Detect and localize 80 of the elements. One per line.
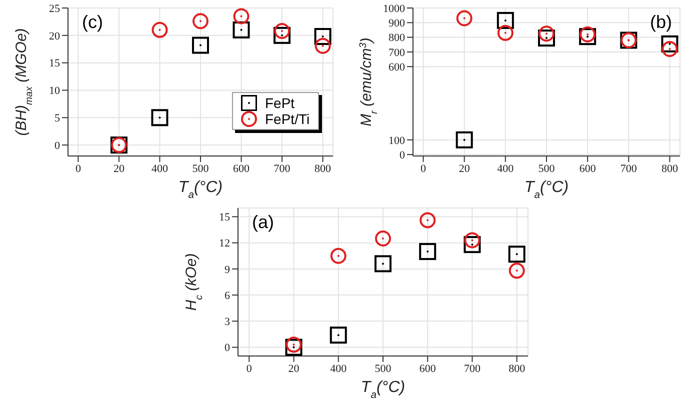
point xyxy=(152,22,168,38)
point xyxy=(274,23,290,40)
point xyxy=(464,236,481,254)
x-tick-label: 600 xyxy=(579,162,596,175)
point xyxy=(464,232,480,248)
x-tick-label: 20 xyxy=(113,162,125,175)
point xyxy=(580,26,596,42)
y-tick-label: 15 xyxy=(219,212,230,224)
y-tick-label: 6 xyxy=(224,290,230,302)
point xyxy=(496,12,514,29)
x-tick-label: 400 xyxy=(151,162,168,175)
point xyxy=(330,326,347,344)
point xyxy=(374,255,392,272)
point xyxy=(662,41,678,58)
x-tick-label: 600 xyxy=(419,362,436,375)
point xyxy=(274,26,291,44)
point xyxy=(538,30,555,47)
point xyxy=(419,243,436,260)
y-tick-label: 900 xyxy=(388,18,406,30)
point xyxy=(151,109,168,126)
x-tick-label: 800 xyxy=(314,162,332,175)
point xyxy=(314,38,331,54)
point xyxy=(497,24,514,41)
x-tick-label: 20 xyxy=(288,362,300,375)
point xyxy=(192,36,209,54)
annotation: (a) xyxy=(252,212,274,233)
point xyxy=(232,21,250,38)
y-tick-label: 20 xyxy=(49,30,60,42)
x-tick-label: 800 xyxy=(661,162,678,175)
x-tick-label: 500 xyxy=(192,162,210,175)
point xyxy=(508,246,526,263)
x-tick-label: 400 xyxy=(330,362,348,375)
x-axis-title: T$_{a}$(°C) xyxy=(524,179,569,200)
y-tick-label: 0 xyxy=(400,149,406,162)
annotation: (b) xyxy=(650,12,672,33)
y-tick-label: 100 xyxy=(388,134,406,147)
y-tick-label: 10 xyxy=(49,85,60,98)
point xyxy=(456,10,472,26)
y-tick-label: 700 xyxy=(388,46,406,59)
point xyxy=(285,338,302,356)
x-tick-label: 600 xyxy=(233,162,250,175)
point xyxy=(661,35,678,52)
y-tick-label: 3 xyxy=(224,316,230,328)
x-tick-label: 0 xyxy=(246,362,252,375)
point xyxy=(233,8,250,24)
x-tick-label: 700 xyxy=(464,362,481,375)
y-tick-label: 800 xyxy=(388,32,406,44)
legend-label: FePt xyxy=(265,95,295,111)
y-tick-label: 9 xyxy=(224,264,230,276)
point xyxy=(286,336,302,353)
x-tick-label: 800 xyxy=(508,362,526,375)
point xyxy=(420,212,436,228)
point xyxy=(508,262,525,279)
x-tick-label: 0 xyxy=(420,162,427,175)
x-tick-label: 0 xyxy=(75,162,82,175)
x-axis-title: T$_{a}$(°C) xyxy=(178,179,223,200)
y-tick-label: 0 xyxy=(224,342,230,354)
point xyxy=(192,13,208,30)
point xyxy=(330,248,346,264)
x-axis-title: T$_{a}$(°C) xyxy=(360,379,406,400)
y-tick-label: 15 xyxy=(49,58,60,70)
x-tick-label: 500 xyxy=(374,362,392,375)
y-tick-label: 600 xyxy=(388,62,406,74)
point xyxy=(538,26,554,42)
x-tick-label: 400 xyxy=(497,162,514,175)
annotation: (c) xyxy=(82,12,103,33)
y-tick-label: 1000 xyxy=(383,2,406,15)
y-tick-label: 25 xyxy=(49,2,60,15)
x-tick-label: 700 xyxy=(620,162,638,175)
y-tick-label: 0 xyxy=(54,140,60,152)
legend-label: FePt/Ti xyxy=(265,111,310,127)
point xyxy=(579,28,596,46)
x-tick-label: 700 xyxy=(274,162,291,175)
point xyxy=(375,230,391,246)
point xyxy=(456,131,473,148)
point xyxy=(314,28,332,46)
y-tick-label: 12 xyxy=(219,238,230,250)
y-tick-label: 5 xyxy=(54,112,60,125)
x-tick-label: 20 xyxy=(458,162,470,175)
x-tick-label: 500 xyxy=(538,162,556,175)
